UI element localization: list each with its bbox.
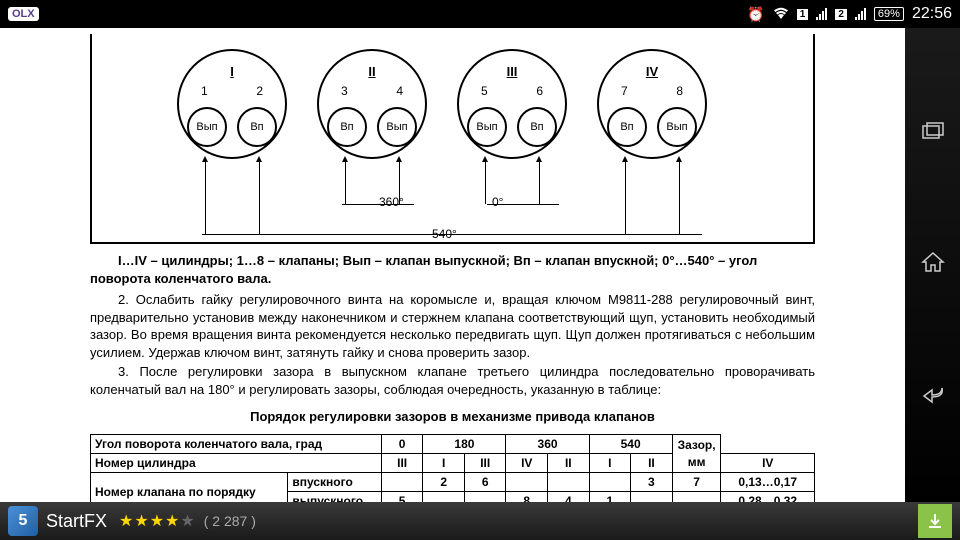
ad-banner[interactable]: 5 StartFX ★★★★★ ( 2 287 ): [0, 502, 960, 540]
table-cell: 0,28…0,32: [721, 492, 815, 502]
valve-number: 8: [676, 83, 683, 99]
signal-1-icon: [816, 8, 827, 20]
valve-number: 3: [341, 83, 348, 99]
row2-label: Номер цилиндра: [91, 454, 382, 473]
row3-group-label: Номер клапана по порядку: [91, 473, 288, 502]
paragraph-2: 2. Ослабить гайку регулировочного винта …: [90, 291, 815, 361]
row1-label: Угол поворота коленчатого вала, град: [91, 434, 382, 453]
cylinder-1: I 1 2 ВыпВп: [177, 49, 287, 159]
clock: 22:56: [912, 5, 952, 23]
table-cell: [548, 473, 590, 492]
row4-label: выпускного: [288, 492, 381, 502]
cylinder-4: IV 7 8 ВпВып: [597, 49, 707, 159]
table-cell: I: [589, 454, 631, 473]
cylinder-3: III 5 6 ВыпВп: [457, 49, 567, 159]
table-cell: I: [423, 454, 465, 473]
valve-number: 5: [481, 83, 488, 99]
notification-app-icon: OLX: [8, 7, 39, 21]
table-title: Порядок регулировки зазоров в механизме …: [90, 408, 815, 426]
back-button[interactable]: [922, 384, 944, 410]
cylinder-roman: III: [507, 63, 518, 81]
angle-360-label: 360°: [379, 194, 404, 210]
valve-number: 1: [201, 83, 208, 99]
row3-label: впускного: [288, 473, 381, 492]
table-cell: 540: [589, 434, 672, 453]
table-cell: [631, 492, 673, 502]
valve-number: 7: [621, 83, 628, 99]
valve-circle: Вып: [467, 107, 507, 147]
table-cell: 1: [589, 492, 631, 502]
gap-label: Зазор, мм: [672, 434, 721, 472]
table-cell: III: [381, 454, 423, 473]
table-cell: 7: [672, 473, 721, 492]
valve-number: 4: [396, 83, 403, 99]
table-cell: 0,13…0,17: [721, 473, 815, 492]
table-cell: [423, 492, 465, 502]
table-cell: 6: [464, 473, 506, 492]
table-cell: 2: [423, 473, 465, 492]
table-cell: [381, 473, 423, 492]
table-cell: 0: [381, 434, 423, 453]
table-cell: [672, 492, 721, 502]
ad-app-name: StartFX: [46, 511, 107, 532]
system-nav-bar: [905, 28, 960, 502]
cylinder-roman: II: [368, 63, 375, 81]
table-cell: 360: [506, 434, 589, 453]
table-cell: [589, 473, 631, 492]
table-cell: II: [631, 454, 673, 473]
table-cell: 5: [381, 492, 423, 502]
table-cell: 180: [423, 434, 506, 453]
table-cell: 3: [631, 473, 673, 492]
valve-circle: Вп: [237, 107, 277, 147]
valve-circle: Вп: [517, 107, 557, 147]
valve-circle: Вп: [607, 107, 647, 147]
sim-2-badge: 2: [835, 9, 847, 20]
ad-download-button[interactable]: [918, 504, 952, 538]
valve-circle: Вп: [327, 107, 367, 147]
table-cell: [464, 492, 506, 502]
valve-diagram: 360° 0° 540° I12ВыпВпII34ВпВыпIII56ВыпВп…: [90, 34, 815, 244]
table-cell: III: [464, 454, 506, 473]
sim-1-badge: 1: [797, 9, 809, 20]
cylinder-roman: IV: [646, 63, 658, 81]
diagram-legend: I…IV – цилиндры; 1…8 – клапаны; Вып – кл…: [90, 252, 815, 287]
battery-level: 69%: [874, 7, 904, 21]
cylinder-2: II 3 4 ВпВып: [317, 49, 427, 159]
valve-clearance-table: Угол поворота коленчатого вала, град 0 1…: [90, 434, 815, 502]
valve-number: 2: [256, 83, 263, 99]
signal-2-icon: [855, 8, 866, 20]
status-bar: OLX ⏰ 1 2 69% 22:56: [0, 0, 960, 28]
document-viewer[interactable]: 360° 0° 540° I12ВыпВпII34ВпВыпIII56ВыпВп…: [0, 28, 905, 502]
paragraph-3: 3. После регулировки зазора в выпускном …: [90, 363, 815, 398]
table-cell: 8: [506, 492, 548, 502]
ad-app-icon: 5: [8, 506, 38, 536]
wifi-icon: [773, 6, 789, 22]
ad-review-count: ( 2 287 ): [204, 513, 256, 529]
valve-circle: Вып: [657, 107, 697, 147]
home-button[interactable]: [921, 251, 945, 279]
valve-circle: Вып: [187, 107, 227, 147]
recent-apps-button[interactable]: [922, 120, 944, 146]
angle-0-label: 0°: [492, 194, 503, 210]
valve-circle: Вып: [377, 107, 417, 147]
table-cell: 4: [548, 492, 590, 502]
valve-number: 6: [536, 83, 543, 99]
table-cell: IV: [721, 454, 815, 473]
cylinder-roman: I: [230, 63, 234, 81]
table-cell: IV: [506, 454, 548, 473]
table-cell: [506, 473, 548, 492]
alarm-icon: ⏰: [747, 6, 764, 23]
table-cell: II: [548, 454, 590, 473]
ad-rating-stars: ★★★★★: [119, 511, 196, 531]
